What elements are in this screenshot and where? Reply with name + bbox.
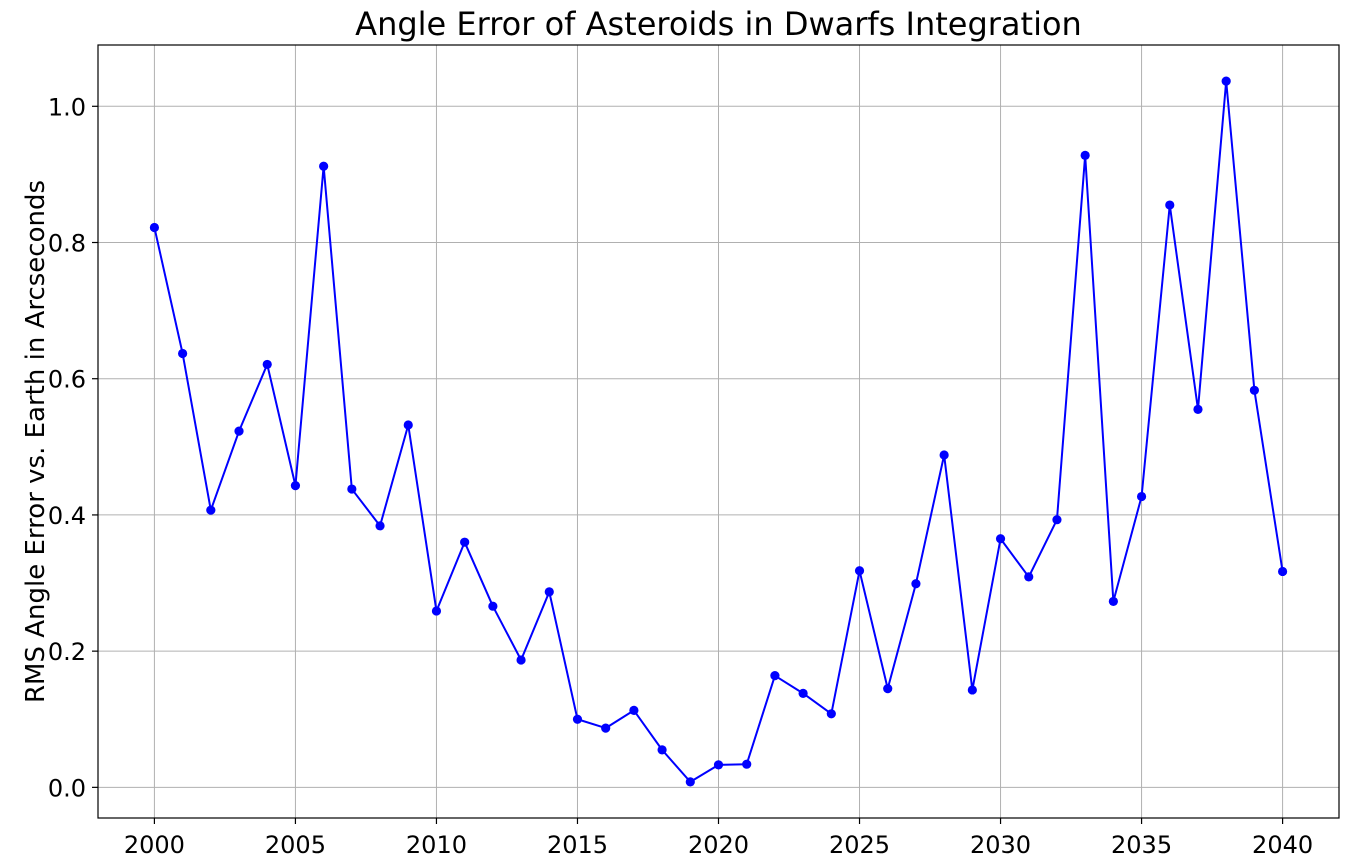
grid-layer <box>98 45 1339 818</box>
data-point <box>206 505 216 515</box>
y-axis-label: RMS Angle Error vs. Earth in Arcseconds <box>21 180 51 703</box>
data-point <box>657 745 667 755</box>
data-point <box>939 450 949 460</box>
x-tick-label: 2020 <box>688 831 749 859</box>
data-point <box>1221 76 1231 86</box>
data-point <box>770 671 780 681</box>
y-tick-label: 0.4 <box>48 502 86 530</box>
data-point <box>149 222 160 233</box>
data-point <box>262 359 272 370</box>
y-tick-label: 0.8 <box>48 230 86 258</box>
data-point <box>488 601 498 611</box>
tick-layer: 2000 2005 2010 2015 2020 2025 2030 2035 2040 0.0 0… <box>48 93 1313 859</box>
x-tick-label: 2035 <box>1111 831 1172 859</box>
data-point <box>601 723 611 733</box>
data-point <box>995 534 1006 544</box>
data-point <box>742 759 752 769</box>
y-tick-label: 0.6 <box>48 366 86 394</box>
data-point <box>1052 515 1062 525</box>
data-point <box>1249 385 1259 395</box>
data-point <box>319 161 329 171</box>
data-point <box>178 348 188 359</box>
x-tick-label: 2030 <box>970 831 1031 859</box>
x-tick-label: 2015 <box>547 831 608 859</box>
series-layer <box>149 76 1288 787</box>
data-point <box>572 714 583 724</box>
chart-title: Angle Error of Asteroids in Dwarfs Integ… <box>355 5 1082 43</box>
data-point <box>1136 491 1147 502</box>
data-point <box>375 521 385 531</box>
data-point <box>1277 566 1288 577</box>
data-point <box>826 709 836 719</box>
y-tick-label: 0.2 <box>48 638 86 666</box>
x-tick-label: 2010 <box>406 831 467 859</box>
x-tick-label: 2000 <box>124 831 185 859</box>
data-point <box>685 777 695 787</box>
y-tick-label: 0.0 <box>48 774 86 802</box>
data-point <box>854 566 865 576</box>
data-point <box>1108 596 1118 607</box>
data-point <box>234 426 244 436</box>
data-point <box>798 688 808 698</box>
data-point <box>713 760 724 770</box>
data-point <box>290 481 301 491</box>
x-tick-label: 2040 <box>1252 831 1313 859</box>
x-tick-label: 2005 <box>265 831 326 859</box>
data-point <box>1193 404 1203 414</box>
data-point <box>431 606 442 616</box>
data-point <box>967 685 977 695</box>
data-point <box>347 484 357 494</box>
data-point <box>403 420 413 430</box>
data-point <box>911 579 921 589</box>
data-point <box>544 587 554 597</box>
x-tick-label: 2025 <box>829 831 890 859</box>
data-point <box>1080 150 1090 160</box>
data-point <box>1165 200 1175 210</box>
data-point <box>883 683 893 694</box>
y-tick-label: 1.0 <box>48 93 86 121</box>
data-point <box>629 705 639 715</box>
data-point <box>460 537 470 547</box>
data-point <box>1024 572 1034 582</box>
data-point <box>516 655 526 665</box>
